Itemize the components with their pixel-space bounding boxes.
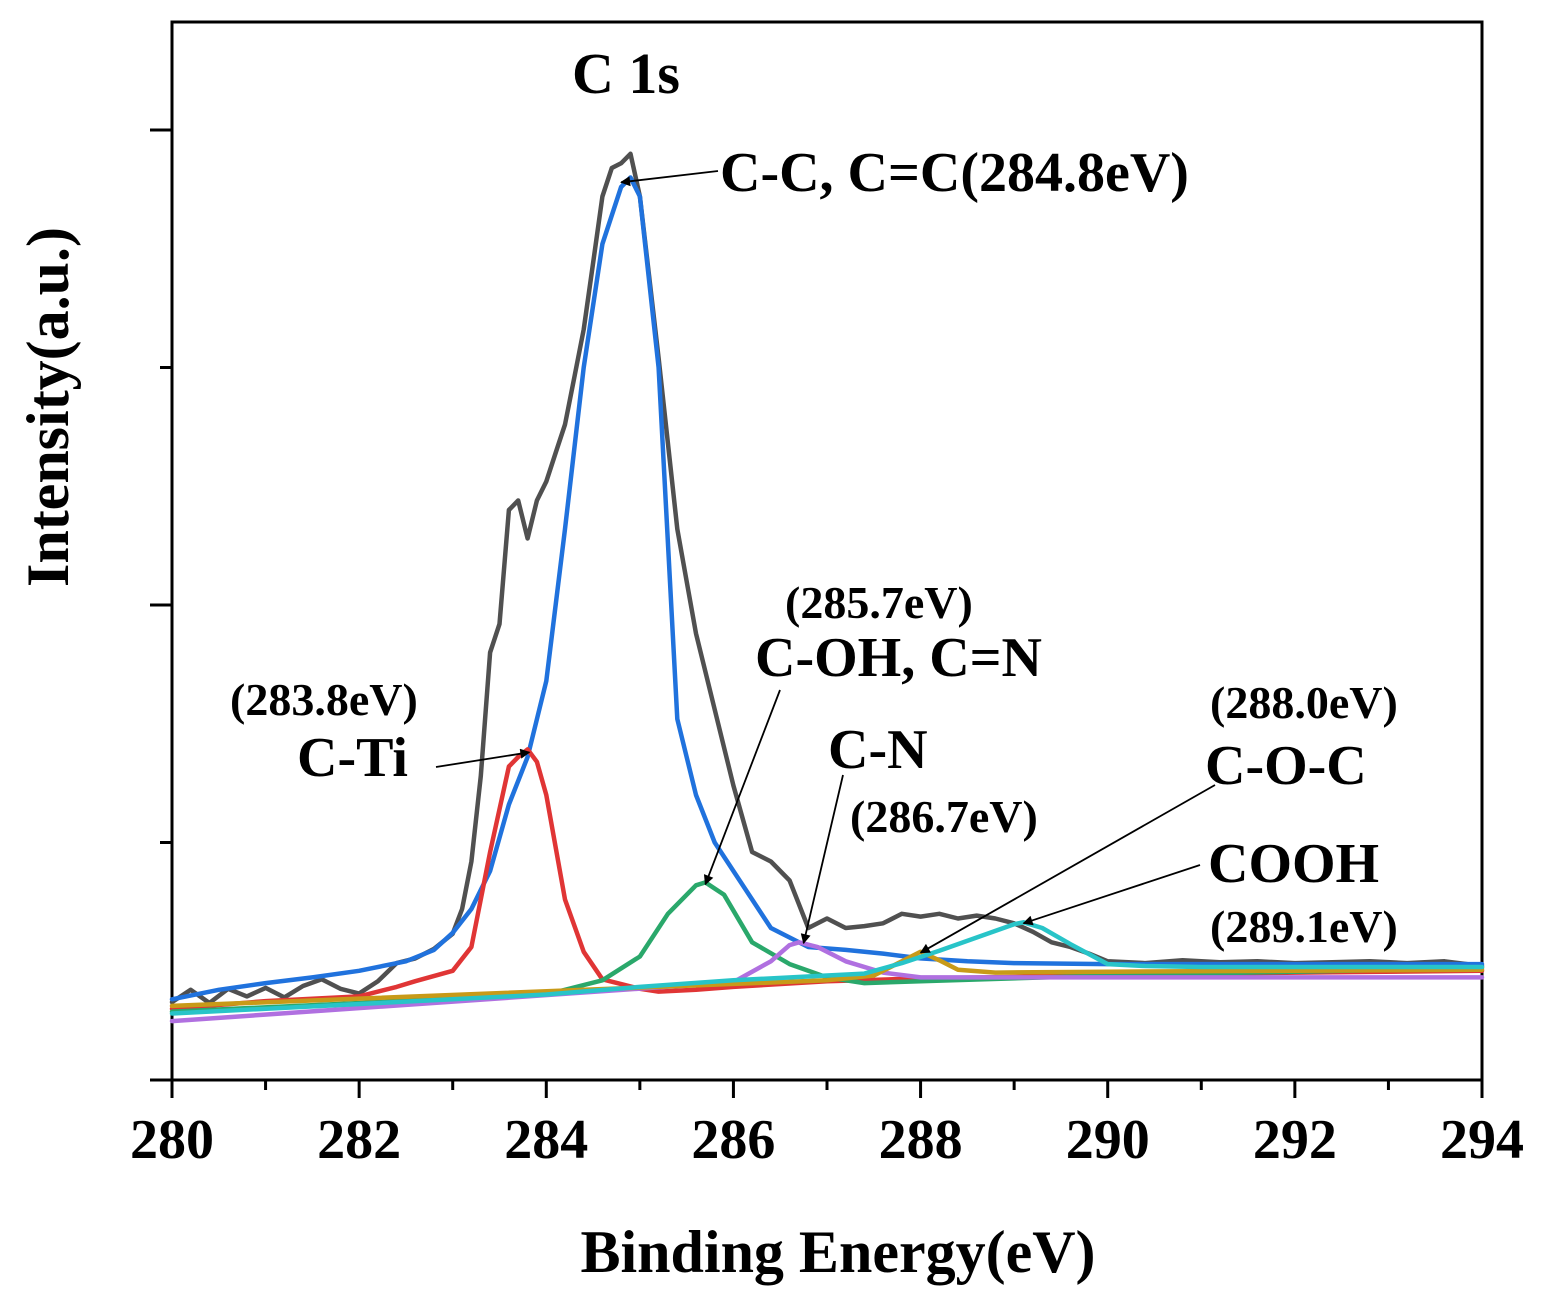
label-cn: C-N	[828, 719, 928, 781]
ev-cn: (286.7eV)	[850, 791, 1038, 842]
arrow-cn	[800, 774, 844, 945]
label-cc: C-C, C=C(284.8eV)	[720, 142, 1189, 204]
x-tick-label-282: 282	[317, 1109, 401, 1171]
ev-cooh: (289.1eV)	[1210, 901, 1398, 952]
y-ticks	[150, 128, 172, 1082]
series-c-n	[169, 940, 1485, 1024]
x-tick-label-288: 288	[879, 1109, 963, 1171]
arrow-cti	[435, 748, 531, 768]
ev-coh: (285.7eV)	[785, 577, 973, 628]
label-cti: C-Ti	[297, 727, 408, 789]
arrow-cc	[620, 170, 719, 187]
label-coh: C-OH, C=N	[755, 627, 1042, 689]
chart-title: C 1s	[572, 41, 680, 106]
x-tick-label-290: 290	[1066, 1109, 1150, 1171]
x-tick-label-284: 284	[504, 1109, 588, 1171]
label-cooh: COOH	[1208, 833, 1379, 895]
y-axis-title: Intensity(a.u.)	[15, 227, 81, 587]
x-ticks	[170, 1080, 1484, 1098]
series-cooh	[169, 920, 1485, 1016]
x-tick-labels: 280 282 284 286 288 290 292 294	[130, 1109, 1524, 1171]
arrow-cooh	[1022, 864, 1201, 926]
arrow-coc	[919, 784, 1216, 954]
x-tick-label-286: 286	[691, 1109, 775, 1171]
arrow-coh	[703, 689, 781, 886]
label-coc: C-O-C	[1205, 735, 1367, 797]
x-tick-label-292: 292	[1253, 1109, 1337, 1171]
ev-cti: (283.8eV)	[230, 674, 418, 725]
annotation-arrows	[435, 170, 1216, 954]
series-c-oh-c-n	[169, 880, 1485, 1014]
x-tick-label-294: 294	[1440, 1109, 1524, 1171]
x-tick-label-280: 280	[130, 1109, 214, 1171]
x-axis-title: Binding Energy(eV)	[580, 1219, 1095, 1285]
ev-coc: (288.0eV)	[1210, 677, 1398, 728]
